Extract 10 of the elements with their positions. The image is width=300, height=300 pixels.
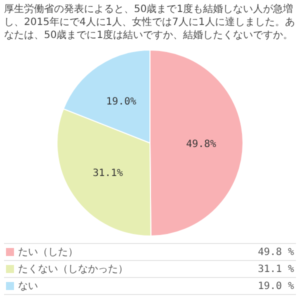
text: 49.8 % xyxy=(225,244,296,260)
data-label: 31.1% xyxy=(92,168,123,179)
legend-label: ない xyxy=(4,278,226,294)
legend-label: たくない（しなかった） xyxy=(4,260,226,278)
legend-label: たい（した） xyxy=(4,244,226,260)
text: 19.0 % xyxy=(225,278,296,294)
chart-title: 厚生労働省の発表によると、50歳まで1度も結婚しない人が急増し、2015年にで4人に1人、女性では7人に1人に達しました。あなたは、50歳までに1度は結いですか、結婚したくないですか。 xyxy=(4,3,296,42)
text: 31.1 % xyxy=(225,260,296,278)
data-label: 49.8% xyxy=(186,138,216,150)
data-label: 19.0% xyxy=(106,96,136,108)
